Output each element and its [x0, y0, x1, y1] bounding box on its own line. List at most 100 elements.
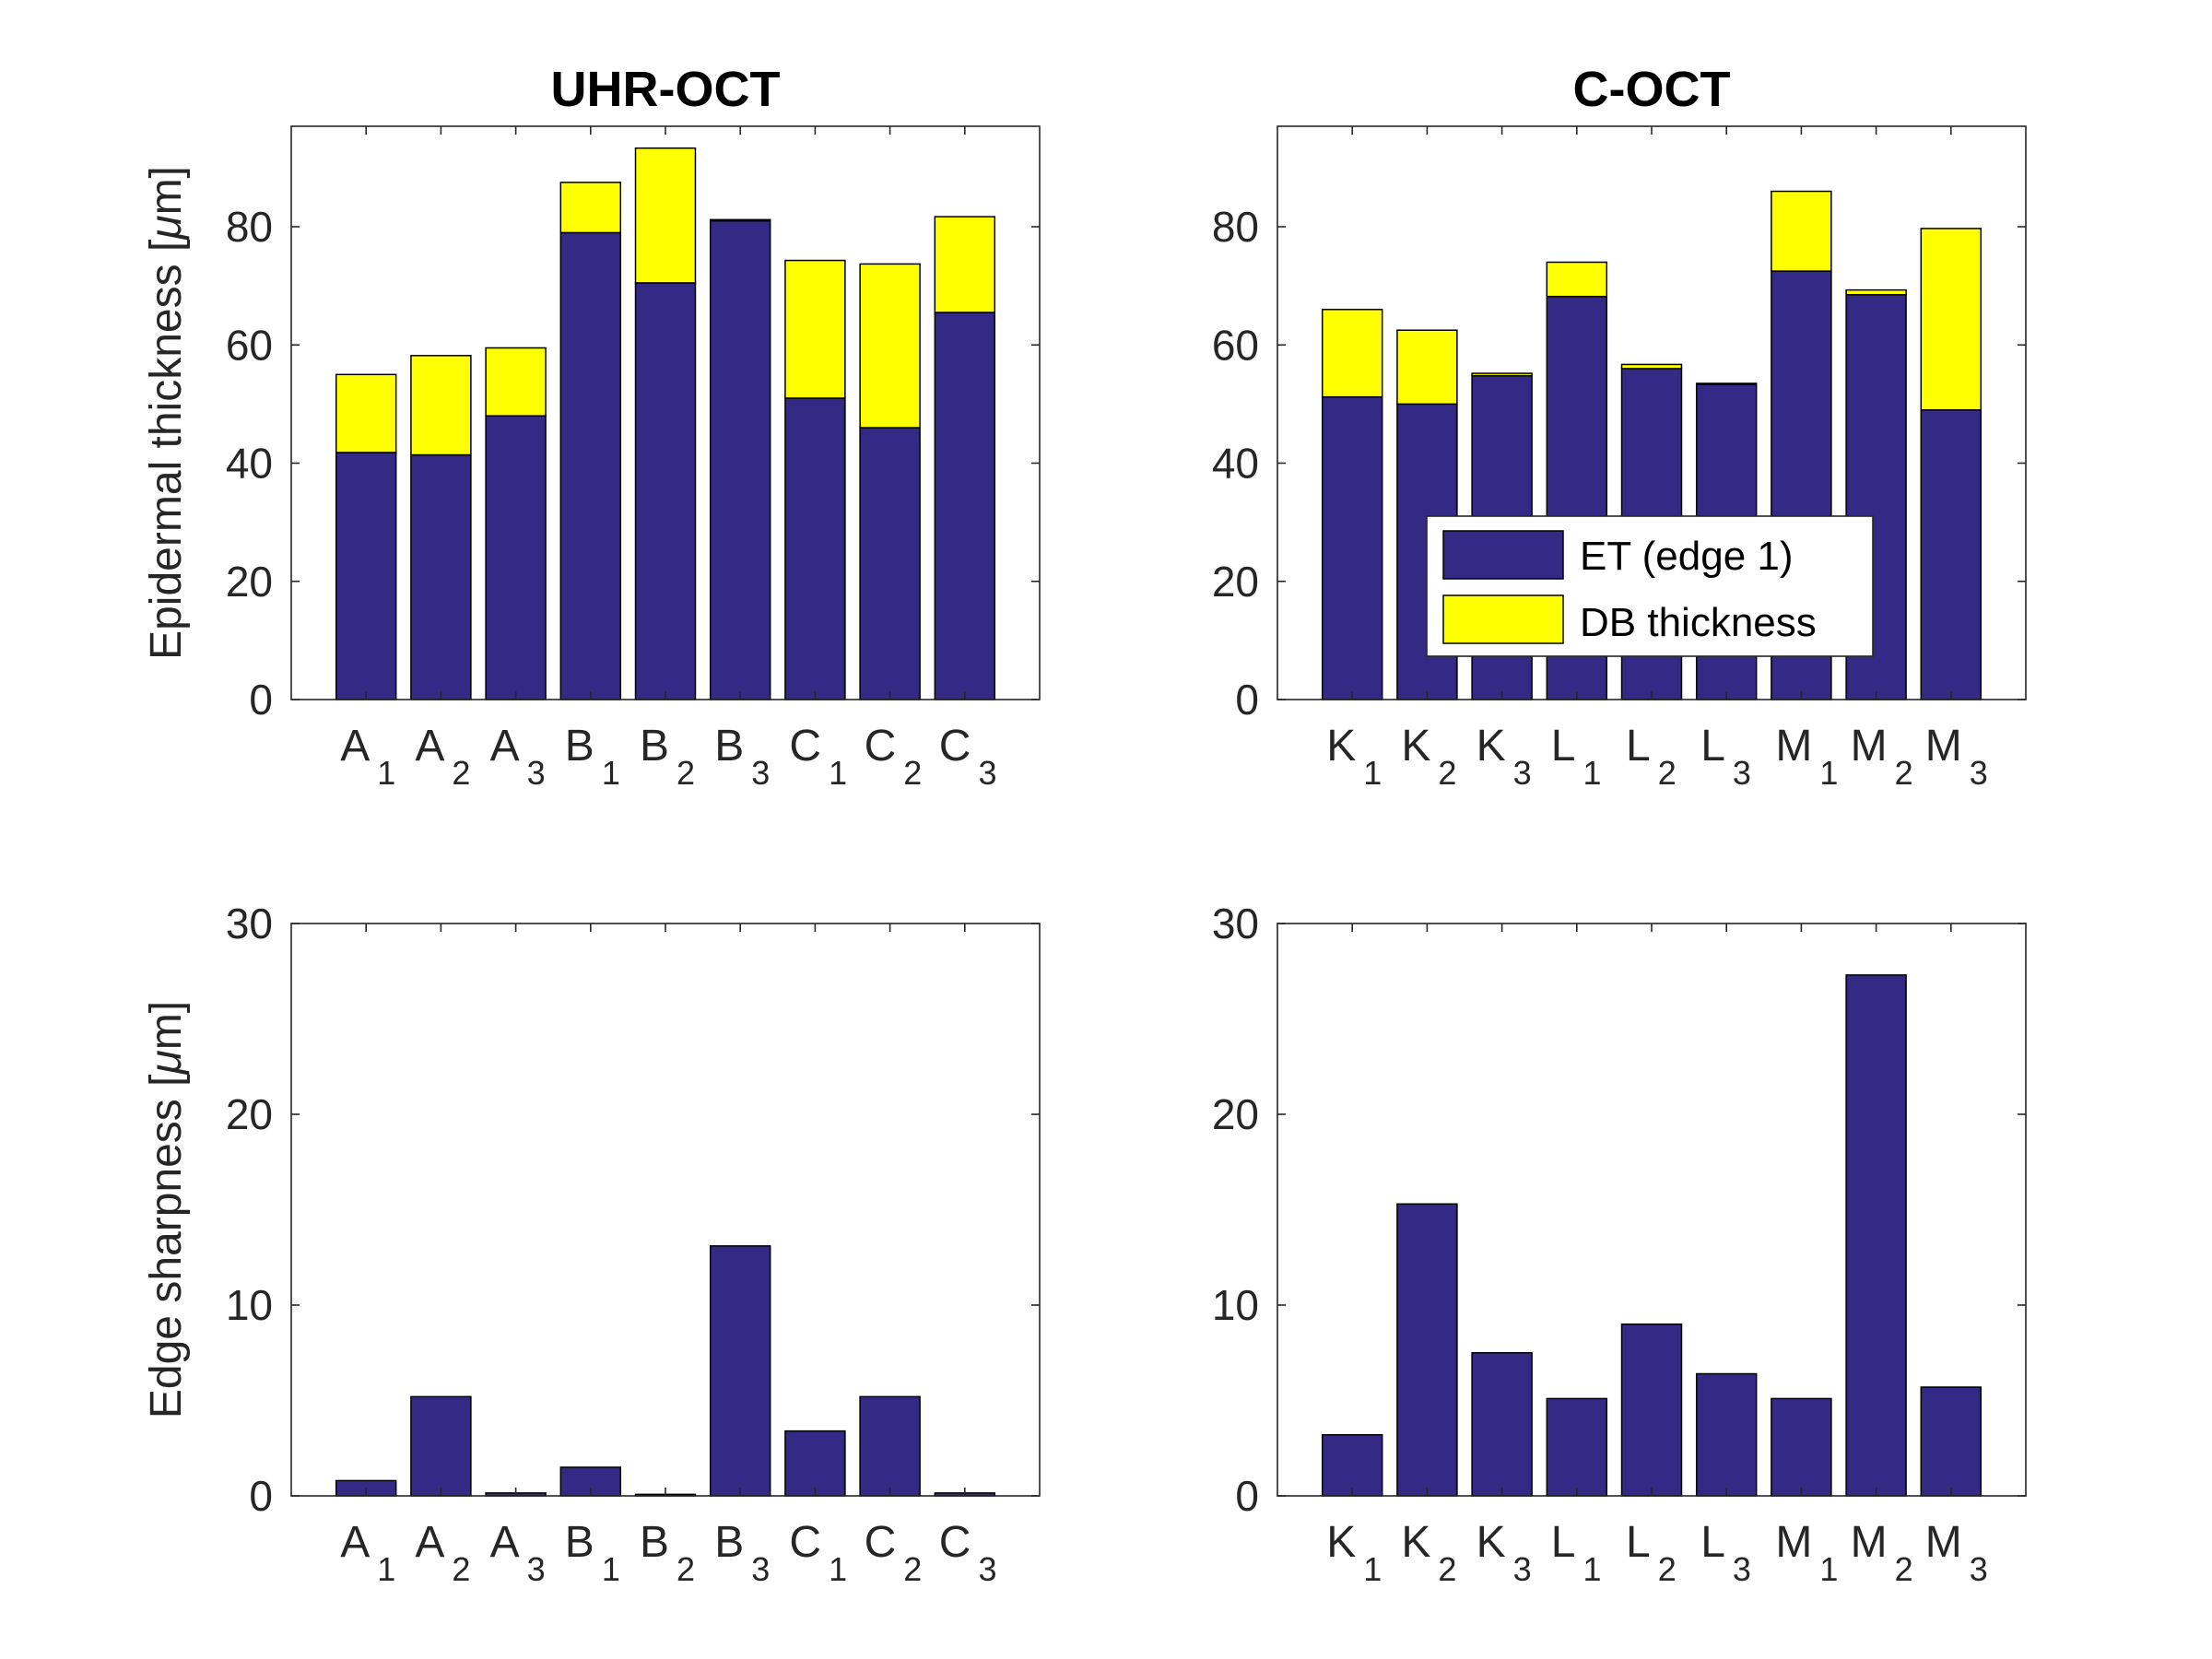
y-tick-label: 0	[1235, 676, 1259, 724]
x-tick-label: A3	[490, 1518, 546, 1588]
bar-db-a2	[410, 355, 472, 456]
bar-db-m3	[1920, 228, 1983, 411]
x-tick-label: L3	[1700, 1518, 1751, 1588]
x-tick-label: B1	[565, 1518, 620, 1588]
x-tick-label: B3	[714, 1518, 770, 1588]
x-tick-label: A1	[340, 722, 395, 792]
y-tick-label: 10	[1212, 1281, 1259, 1329]
bar-b3	[709, 1245, 771, 1497]
y-tick-label: 40	[226, 440, 273, 488]
axes-box	[290, 125, 1041, 700]
bar-db-k1	[1321, 309, 1383, 398]
bar-db-a1	[335, 373, 397, 453]
legend-label-et: ET (edge 1)	[1580, 534, 1794, 579]
panels: A1A2A3B1B2B3C1C2C3020406080UHR-OCTEpider…	[142, 62, 2027, 1588]
bar-b3	[709, 219, 771, 700]
x-tick-label: L1	[1551, 722, 1602, 792]
y-tick-label: 0	[249, 676, 273, 724]
x-tick-label: A1	[340, 1518, 395, 1588]
bar-db-m2	[1845, 288, 1907, 296]
y-tick-label: 10	[226, 1281, 273, 1329]
bar-db-c2	[859, 263, 921, 429]
x-tick-label: C1	[789, 722, 847, 792]
x-tick-label: K2	[1401, 1518, 1456, 1588]
panel-title: C-OCT	[1573, 62, 1731, 117]
bar-a1	[335, 452, 397, 700]
bar-l2	[1620, 1323, 1683, 1497]
bar-m3	[1920, 1386, 1983, 1497]
y-axis-label: Edge sharpness [μm]	[142, 1001, 191, 1418]
bar-db-l1	[1546, 261, 1608, 298]
y-tick-label: 80	[226, 203, 273, 251]
bar-c2	[859, 427, 921, 700]
bar-k3	[1471, 1352, 1533, 1497]
x-tick-label: M2	[1851, 722, 1913, 792]
bar-db-l2	[1620, 363, 1683, 370]
bar-db-m1	[1771, 190, 1832, 272]
bar-db-l3	[1695, 382, 1758, 385]
y-tick-label: 20	[1212, 1090, 1259, 1138]
x-tick-label: K1	[1326, 722, 1382, 792]
bar-db-c3	[934, 216, 996, 313]
bar-c2	[859, 1395, 921, 1497]
x-tick-label: B1	[565, 722, 620, 792]
x-tick-label: C1	[789, 1518, 847, 1588]
x-tick-label: A2	[415, 722, 470, 792]
bar-db-b1	[559, 182, 622, 234]
legend-swatch-et	[1442, 530, 1564, 580]
legend: ET (edge 1) DB thickness	[1426, 515, 1874, 657]
y-tick-label: 20	[1212, 558, 1259, 606]
legend-swatch-db	[1442, 594, 1564, 644]
axes-box	[1277, 125, 2027, 700]
x-tick-label: K2	[1401, 722, 1456, 792]
y-tick-label: 80	[1212, 203, 1259, 251]
y-tick-label: 60	[226, 321, 273, 369]
y-tick-label: 30	[1212, 900, 1259, 947]
x-tick-label: M3	[1925, 1518, 1988, 1588]
bar-a3	[485, 415, 547, 700]
x-tick-label: A2	[415, 1518, 470, 1588]
y-tick-label: 0	[249, 1472, 273, 1520]
bar-k2	[1396, 1203, 1458, 1497]
bar-k1	[1321, 395, 1383, 700]
bar-c1	[784, 1430, 846, 1497]
x-tick-label: B2	[640, 722, 695, 792]
bar-c3	[934, 312, 996, 700]
bar-db-b3	[709, 218, 771, 222]
bar-db-k2	[1396, 329, 1458, 406]
bar-db-b2	[634, 147, 697, 284]
x-tick-label: K3	[1477, 722, 1532, 792]
y-tick-label: 30	[226, 900, 273, 947]
x-tick-label: M3	[1925, 722, 1988, 792]
x-tick-label: C2	[865, 1518, 923, 1588]
x-tick-label: K3	[1477, 1518, 1532, 1588]
y-tick-label: 0	[1235, 1472, 1259, 1520]
y-tick-label: 20	[226, 1090, 273, 1138]
y-tick-label: 40	[1212, 440, 1259, 488]
x-tick-label: M2	[1851, 1518, 1913, 1588]
x-tick-label: L3	[1700, 722, 1751, 792]
bar-m2	[1845, 974, 1907, 1497]
legend-label-db: DB thickness	[1580, 600, 1817, 645]
x-tick-label: C3	[939, 1518, 997, 1588]
panel-title: UHR-OCT	[551, 62, 781, 117]
x-tick-label: L2	[1626, 1518, 1677, 1588]
bar-b1	[559, 231, 622, 700]
bar-c1	[784, 397, 846, 700]
x-tick-label: M1	[1775, 1518, 1838, 1588]
y-tick-label: 60	[1212, 321, 1259, 369]
x-tick-label: C3	[939, 722, 997, 792]
bar-b2	[634, 282, 697, 700]
axes-box	[1277, 923, 2027, 1497]
x-tick-label: L1	[1551, 1518, 1602, 1588]
bar-a2	[410, 453, 472, 700]
bar-db-a3	[485, 347, 547, 417]
bar-a2	[410, 1395, 472, 1497]
bar-l3	[1695, 1372, 1758, 1497]
x-tick-label: B3	[714, 722, 770, 792]
bar-m3	[1920, 409, 1983, 700]
x-tick-label: A3	[490, 722, 546, 792]
